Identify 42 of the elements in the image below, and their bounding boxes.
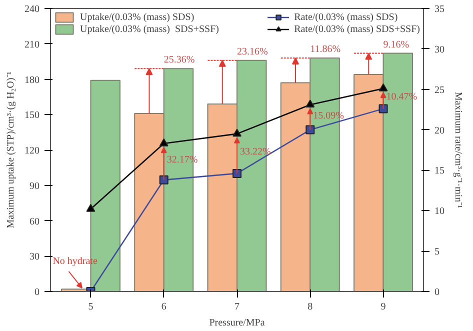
y-tick-label: 60 [30, 216, 40, 228]
point [232, 168, 242, 178]
x-tick-label: 9 [380, 302, 386, 312]
y-tick-label: 0 [34, 287, 40, 298]
x-tick-label: 8 [308, 302, 313, 312]
annotation: 25.36% [164, 54, 195, 66]
point [378, 104, 388, 114]
annotation: 9.16% [383, 39, 410, 50]
x-tick-label: 5 [88, 302, 94, 312]
y-tick-label: 90 [30, 180, 40, 192]
point [306, 125, 315, 134]
y2-tick-label: 5 [434, 246, 440, 258]
y2-tick-label: 35 [434, 4, 444, 15]
y2-tick-label: 0 [434, 287, 440, 298]
annotation: 11.86% [310, 44, 341, 56]
y-tick-label: 150 [24, 110, 40, 122]
legend-label: Uptake/(0.03% (mass) SDS) [80, 12, 194, 22]
y-tick-label: 120 [24, 146, 40, 156]
y-tick-label: 240 [24, 4, 40, 15]
legend-label: Uptake/(0.03% (mass) SDS+SSF) [80, 24, 219, 34]
y-tick-label: 30 [30, 252, 40, 263]
y-tick-label: 180 [24, 74, 40, 86]
point [306, 100, 315, 108]
x-tick-label: 6 [161, 302, 166, 312]
y2-axis-title: Maximum rate/cm³·g⁻¹·min⁻¹ [452, 92, 464, 208]
y2-tick-label: 15 [434, 166, 444, 177]
point [86, 204, 96, 212]
x-axis-title: Pressure/MPa [209, 318, 266, 328]
y2-tick-label: 20 [434, 125, 444, 136]
legend-label: Rate/(0.03% (mass) SDS) [294, 12, 398, 22]
y2-tick-label: 10 [434, 206, 444, 218]
y-tick-label: 210 [24, 39, 40, 50]
point [232, 128, 242, 137]
y2-tick-label: 25 [434, 84, 444, 96]
point [378, 83, 388, 92]
legend-label: Rate/(0.03% (mass) SDS+SSF) [294, 24, 420, 34]
point [159, 138, 168, 146]
x-tick-label: 7 [234, 302, 240, 312]
y2-tick-label: 30 [434, 44, 444, 56]
y-axis-title: Maximum uptake (STP)/cm³·(g H₂O)⁻¹ [6, 72, 16, 228]
annotation: 23.16% [237, 46, 268, 58]
point [159, 175, 168, 184]
